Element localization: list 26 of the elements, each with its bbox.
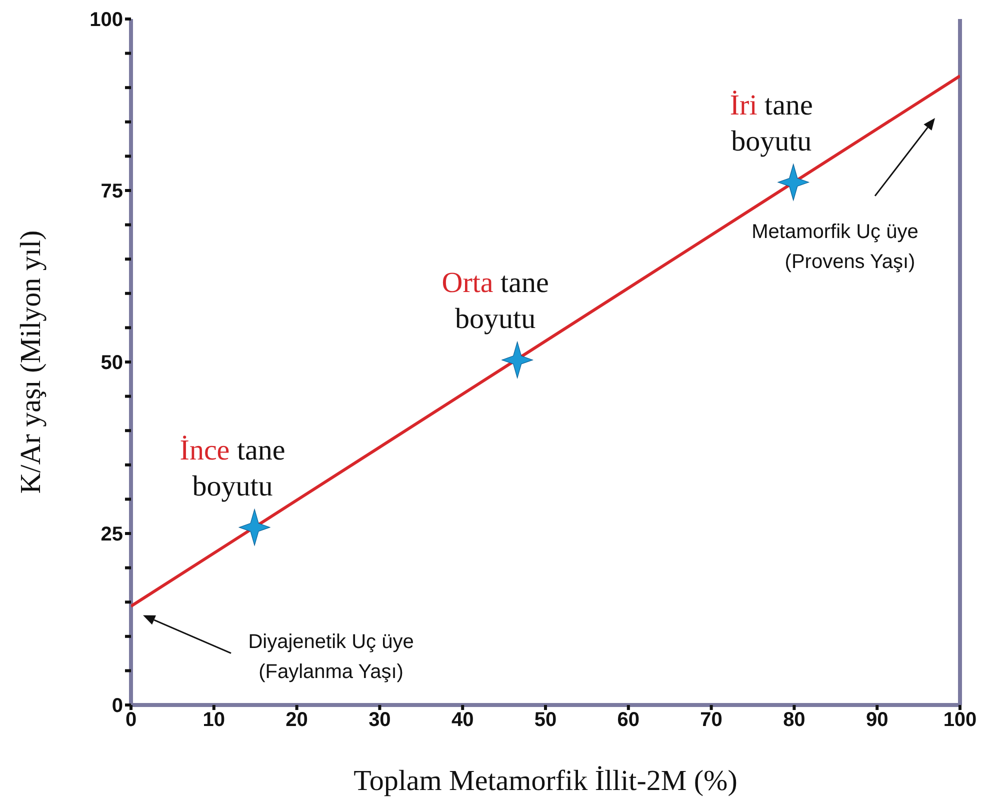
y-tick-label: 50 xyxy=(100,352,123,374)
y-tick-label: 25 xyxy=(100,524,123,546)
annotation: İnce tane boyutu xyxy=(180,434,286,502)
y-tick-label: 75 xyxy=(100,180,123,203)
x-tick-label: 100 xyxy=(943,709,977,732)
x-tick-label: 70 xyxy=(700,709,722,732)
point xyxy=(778,164,809,201)
x-tick-label: 80 xyxy=(783,709,806,732)
x-tick-label: 30 xyxy=(368,709,391,732)
x-axis-title: Toplam Metamorfik İllit-2M (%) xyxy=(354,765,738,797)
y-axis-title: K/Ar yaşı (Milyon yıl) xyxy=(15,230,47,494)
annotation: Metamorfik Uç üye (Provens Yaşı) xyxy=(752,220,918,273)
y-tick-label: 100 xyxy=(90,9,123,32)
x-tick-label: 60 xyxy=(617,709,640,732)
annotation: Diyajenetik Uç üye (Faylanma Yaşı) xyxy=(248,631,414,684)
annotation: Orta tane boyutu xyxy=(442,266,549,335)
x-tick-label: 50 xyxy=(534,709,557,732)
x-tick-label: 0 xyxy=(125,709,137,732)
x-tick-label: 10 xyxy=(202,709,226,732)
annotation: İri tane boyutu xyxy=(730,89,813,158)
point xyxy=(502,342,533,378)
x-tick-label: 40 xyxy=(451,709,474,732)
point xyxy=(238,509,270,546)
x-tick-label: 20 xyxy=(286,709,308,732)
x-tick-label: 90 xyxy=(866,709,888,732)
y-tick-label: 0 xyxy=(112,695,123,718)
